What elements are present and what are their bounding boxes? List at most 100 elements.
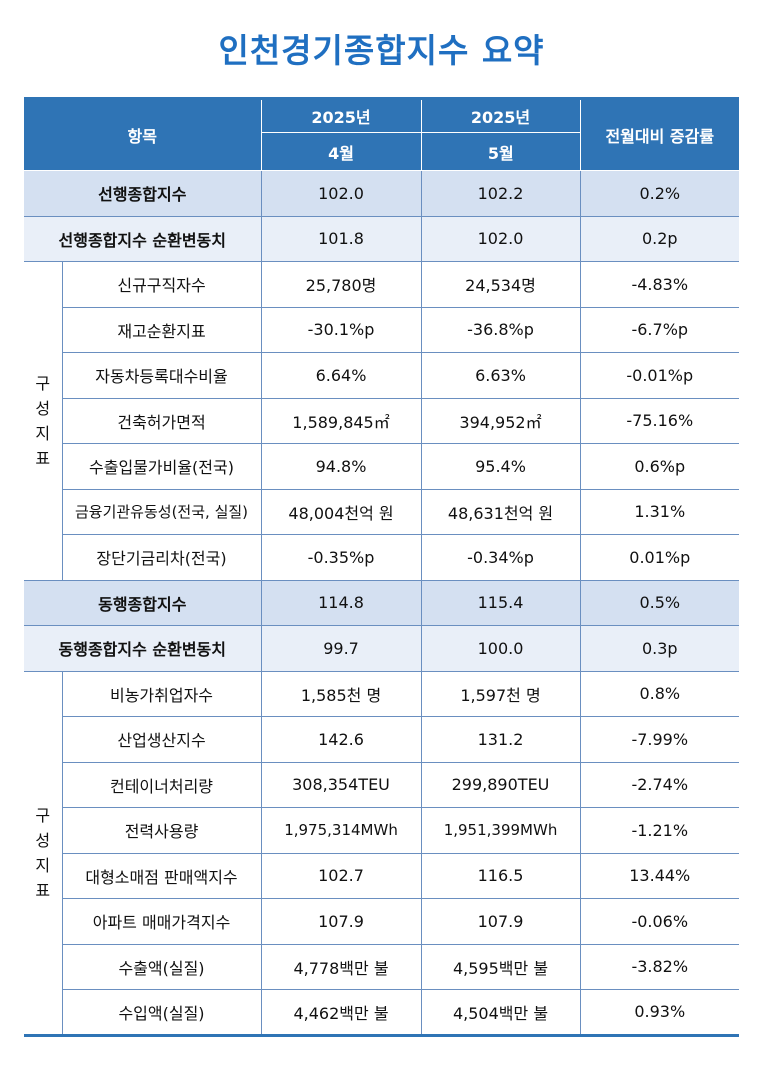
value-may: 102.2 xyxy=(421,170,581,217)
header-change: 전월대비 증감률 xyxy=(580,98,740,171)
value-change: -0.01%p xyxy=(580,352,740,399)
value-may: 131.2 xyxy=(421,716,581,763)
value-may: 299,890TEU xyxy=(421,762,581,808)
value-may: 4,504백만 불 xyxy=(421,989,581,1036)
header-month-1: 4월 xyxy=(261,132,422,171)
value-april: 94.8% xyxy=(261,443,422,490)
value-april: 101.8 xyxy=(261,216,422,262)
value-may: -36.8%p xyxy=(421,307,581,353)
row-label: 자동차등록대수비율 xyxy=(62,352,262,399)
value-april: 1,589,845㎡ xyxy=(261,398,422,444)
table-row: 재고순환지표 -30.1%p -36.8%p -6.7%p xyxy=(24,307,740,353)
value-may: 107.9 xyxy=(421,898,581,945)
value-change: 0.3p xyxy=(580,625,740,672)
row-label: 비농가취업자수 xyxy=(62,671,262,717)
leading-cycle-row: 선행종합지수 순환변동치 101.8 102.0 0.2p xyxy=(24,216,740,262)
value-may: 24,534명 xyxy=(421,261,581,308)
value-change: 0.5% xyxy=(580,580,740,626)
value-april: 4,778백만 불 xyxy=(261,944,422,990)
table-row: 금융기관유동성(전국, 실질) 48,004천억 원 48,631천억 원 1.… xyxy=(24,489,740,535)
row-label: 수입액(실질) xyxy=(62,989,262,1036)
value-change: 0.2% xyxy=(580,170,740,217)
value-april: 4,462백만 불 xyxy=(261,989,422,1036)
table-row: 산업생산지수 142.6 131.2 -7.99% xyxy=(24,716,740,763)
value-april: 6.64% xyxy=(261,352,422,399)
row-label: 동행종합지수 xyxy=(24,580,262,626)
value-april: 1,975,314MWh xyxy=(261,807,422,854)
value-change: -75.16% xyxy=(580,398,740,444)
value-change: -0.06% xyxy=(580,898,740,945)
header-month-2: 5월 xyxy=(421,132,581,171)
value-may: 394,952㎡ xyxy=(421,398,581,444)
value-april: -30.1%p xyxy=(261,307,422,353)
value-april: 25,780명 xyxy=(261,261,422,308)
row-label: 산업생산지수 xyxy=(62,716,262,763)
header-year-2: 2025년 xyxy=(421,98,581,133)
value-april: 308,354TEU xyxy=(261,762,422,808)
row-label: 장단기금리차(전국) xyxy=(62,534,262,581)
value-april: 102.7 xyxy=(261,853,422,899)
row-label: 대형소매점 판매액지수 xyxy=(62,853,262,899)
value-change: 0.2p xyxy=(580,216,740,262)
row-label: 수출액(실질) xyxy=(62,944,262,990)
row-label: 컨테이너처리량 xyxy=(62,762,262,808)
table-row: 아파트 매매가격지수 107.9 107.9 -0.06% xyxy=(24,898,740,945)
value-change: -1.21% xyxy=(580,807,740,854)
row-label: 선행종합지수 순환변동치 xyxy=(24,216,262,262)
value-april: 102.0 xyxy=(261,170,422,217)
row-label: 전력사용량 xyxy=(62,807,262,854)
row-label: 선행종합지수 xyxy=(24,170,262,217)
row-label: 동행종합지수 순환변동치 xyxy=(24,625,262,672)
value-april: 48,004천억 원 xyxy=(261,489,422,535)
value-change: 0.93% xyxy=(580,989,740,1036)
value-change: 0.01%p xyxy=(580,534,740,581)
table-row: 컨테이너처리량 308,354TEU 299,890TEU -2.74% xyxy=(24,762,740,808)
value-april: 1,585천 명 xyxy=(261,671,422,717)
value-change: 13.44% xyxy=(580,853,740,899)
index-summary-table: 항목 2025년 2025년 전월대비 증감률 4월 5월 선행종합지수 102… xyxy=(24,97,740,1037)
value-may: 1,597천 명 xyxy=(421,671,581,717)
leading-index-row: 선행종합지수 102.0 102.2 0.2% xyxy=(24,170,740,217)
table-row: 수출액(실질) 4,778백만 불 4,595백만 불 -3.82% xyxy=(24,944,740,990)
value-may: 100.0 xyxy=(421,625,581,672)
table-row: 대형소매점 판매액지수 102.7 116.5 13.44% xyxy=(24,853,740,899)
table-row: 장단기금리차(전국) -0.35%p -0.34%p 0.01%p xyxy=(24,534,740,581)
value-may: -0.34%p xyxy=(421,534,581,581)
value-change: 0.6%p xyxy=(580,443,740,490)
page-title: 인천경기종합지수 요약 xyxy=(218,31,545,70)
row-label: 건축허가면적 xyxy=(62,398,262,444)
row-label: 신규구직자수 xyxy=(62,261,262,308)
value-change: 0.8% xyxy=(580,671,740,717)
value-april: -0.35%p xyxy=(261,534,422,581)
value-change: -4.83% xyxy=(580,261,740,308)
row-label: 재고순환지표 xyxy=(62,307,262,353)
value-april: 107.9 xyxy=(261,898,422,945)
table-row: 전력사용량 1,975,314MWh 1,951,399MWh -1.21% xyxy=(24,807,740,854)
table-row: 수출입물가비율(전국) 94.8% 95.4% 0.6%p xyxy=(24,443,740,490)
value-change: 1.31% xyxy=(580,489,740,535)
value-may: 102.0 xyxy=(421,216,581,262)
value-may: 116.5 xyxy=(421,853,581,899)
value-april: 99.7 xyxy=(261,625,422,672)
header-item: 항목 xyxy=(24,98,262,171)
row-label: 금융기관유동성(전국, 실질) xyxy=(62,489,262,535)
header-year-1: 2025년 xyxy=(261,98,422,133)
value-change: -7.99% xyxy=(580,716,740,763)
value-may: 48,631천억 원 xyxy=(421,489,581,535)
value-april: 114.8 xyxy=(261,580,422,626)
value-may: 95.4% xyxy=(421,443,581,490)
table-row: 건축허가면적 1,589,845㎡ 394,952㎡ -75.16% xyxy=(24,398,740,444)
value-change: -2.74% xyxy=(580,762,740,808)
value-change: -3.82% xyxy=(580,944,740,990)
value-may: 115.4 xyxy=(421,580,581,626)
value-may: 6.63% xyxy=(421,352,581,399)
row-label: 아파트 매매가격지수 xyxy=(62,898,262,945)
value-may: 1,951,399MWh xyxy=(421,807,581,854)
table-row: 수입액(실질) 4,462백만 불 4,504백만 불 0.93% xyxy=(24,989,740,1036)
value-change: -6.7%p xyxy=(580,307,740,353)
value-may: 4,595백만 불 xyxy=(421,944,581,990)
